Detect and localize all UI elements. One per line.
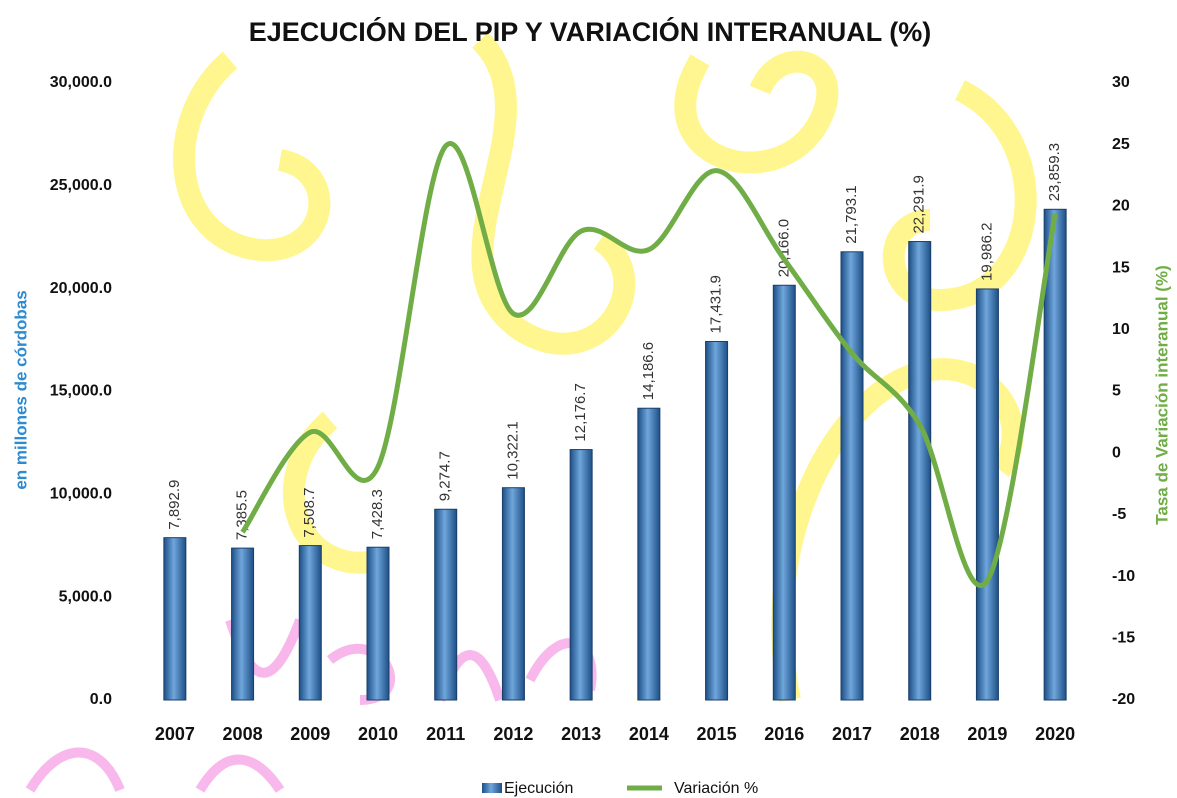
y-tick-label: 5,000.0 — [59, 588, 112, 605]
y2-tick-label: 25 — [1112, 136, 1130, 153]
line — [240, 140, 1058, 588]
data-label: 17,431.9 — [708, 275, 725, 333]
y-tick-label: 30,000.0 — [50, 74, 112, 91]
bar — [366, 546, 390, 701]
y-tick-label: 15,000.0 — [50, 383, 112, 400]
bar — [705, 340, 729, 701]
x-tick-label: 2017 — [832, 724, 872, 744]
bar — [772, 284, 796, 701]
data-label: 19,986.2 — [978, 223, 995, 281]
bar — [975, 288, 999, 701]
y2-tick-label: 5 — [1112, 383, 1121, 400]
x-tick-label: 2010 — [358, 724, 398, 744]
x-tick-label: 2013 — [561, 724, 601, 744]
y2-tick-label: 15 — [1112, 259, 1130, 276]
y2-tick-label: -5 — [1112, 506, 1126, 523]
bar — [1043, 208, 1067, 701]
bar — [908, 241, 932, 701]
bar — [637, 407, 661, 701]
y-tick-label: 0.0 — [90, 691, 112, 708]
data-label: 7,508.7 — [301, 488, 318, 538]
x-tick-label: 2019 — [967, 724, 1007, 744]
legend: Ejecución Variación % — [482, 780, 758, 797]
y-axis-title: en millones de córdobas — [11, 290, 30, 489]
x-tick-label: 2011 — [426, 724, 465, 744]
legend-label: Variación % — [674, 780, 758, 797]
bar — [298, 545, 322, 701]
data-label: 23,859.3 — [1046, 143, 1063, 201]
x-tick-label: 2014 — [629, 724, 669, 744]
legend-label: Ejecución — [504, 780, 573, 797]
y2-tick-label: 30 — [1112, 74, 1130, 91]
x-tick-label: 2012 — [493, 724, 533, 744]
chart-title: EJECUCIÓN DEL PIP Y VARIACIÓN INTERANUAL… — [249, 16, 932, 47]
data-label: 7,385.5 — [234, 490, 251, 540]
data-label: 22,291.9 — [911, 175, 928, 233]
bar — [569, 449, 593, 701]
y2-axis-title: Tasa de Variación interanual (%) — [1152, 265, 1171, 525]
y-tick-label: 10,000.0 — [50, 486, 112, 503]
data-label: 7,428.3 — [369, 489, 386, 539]
y2-tick-label: -10 — [1112, 568, 1135, 585]
data-label: 10,322.1 — [504, 421, 521, 479]
y2-tick-label: 0 — [1112, 444, 1121, 461]
bar — [163, 537, 187, 701]
y2-tick-label: -20 — [1112, 691, 1135, 708]
x-tick-label: 2007 — [155, 724, 195, 744]
x-tick-label: 2015 — [697, 724, 737, 744]
data-label: 21,793.1 — [843, 185, 860, 243]
y-tick-label: 20,000.0 — [50, 280, 112, 297]
x-tick-label: 2008 — [223, 724, 263, 744]
bar — [434, 508, 458, 701]
y2-tick-label: 10 — [1112, 321, 1130, 338]
data-label: 14,186.6 — [640, 342, 657, 400]
x-tick-label: 2020 — [1035, 724, 1075, 744]
bar — [501, 487, 525, 701]
bar — [840, 251, 864, 701]
bar — [231, 547, 255, 701]
x-tick-label: 2009 — [290, 724, 330, 744]
y2-tick-label: 20 — [1112, 198, 1130, 215]
y2-tick-label: -15 — [1112, 630, 1135, 647]
legend-swatch — [482, 783, 502, 793]
data-label: 7,892.9 — [166, 480, 183, 530]
x-tick-label: 2016 — [764, 724, 804, 744]
data-label: 12,176.7 — [572, 383, 589, 441]
y-tick-label: 25,000.0 — [50, 177, 112, 194]
data-label: 9,274.7 — [437, 451, 454, 501]
x-tick-label: 2018 — [900, 724, 940, 744]
